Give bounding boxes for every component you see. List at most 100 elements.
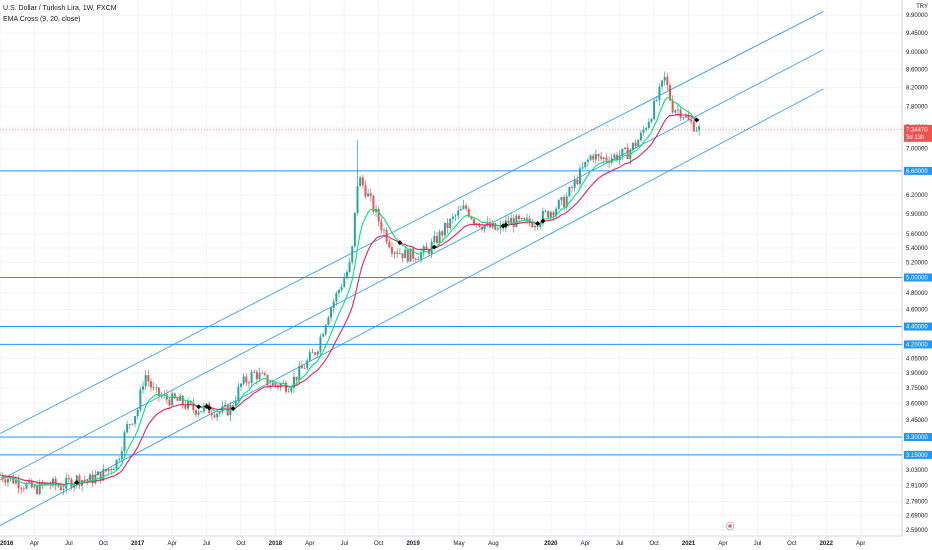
candle-body (655, 100, 658, 102)
price-tick-label: 5.40000 (906, 246, 928, 252)
price-tick-label: 2.91000 (906, 483, 928, 489)
level-price-label: 3.30000 (906, 435, 928, 441)
candle-body (340, 286, 343, 291)
candle-body (343, 278, 346, 287)
candle-body (176, 398, 179, 401)
candle-body (327, 317, 330, 325)
candle-body (332, 301, 335, 308)
candle-body (160, 395, 163, 397)
candle-body (443, 222, 446, 236)
time-tick-label: 2018 (269, 541, 283, 547)
time-tick-label: 2021 (682, 541, 696, 547)
candle-body (486, 221, 489, 225)
candle-body (634, 142, 637, 146)
candle-body (658, 86, 661, 101)
candle-body (128, 424, 131, 425)
candle-body (430, 241, 433, 254)
candle-body (216, 413, 219, 418)
candle-body (698, 126, 701, 131)
candle-body (470, 216, 473, 219)
candle-body (441, 231, 444, 236)
candle-body (372, 195, 375, 212)
candle-body (499, 224, 502, 229)
candle-body (507, 220, 510, 223)
candle-body (663, 77, 666, 81)
candle-body (547, 210, 550, 218)
candle-body (285, 382, 288, 392)
candle-body (518, 215, 521, 219)
candle-body (102, 469, 105, 481)
candle-body (147, 375, 150, 382)
candle-body (210, 413, 213, 416)
candle-body (435, 235, 438, 244)
candle-body (181, 395, 184, 405)
indicator-label: EMA Cross (9, 20, close) (3, 16, 81, 23)
candle-body (605, 157, 608, 161)
candle-body (229, 405, 232, 416)
candle-body (483, 224, 486, 230)
candle-body (348, 262, 351, 272)
time-tick-label: Oct (99, 541, 109, 547)
candle-body (396, 252, 399, 254)
candle-body (83, 480, 86, 481)
candle-body (345, 271, 348, 279)
time-tick-label: Apr (581, 541, 590, 547)
candle-body (17, 480, 20, 489)
candle-body (367, 193, 370, 197)
channel-line (0, 10, 824, 434)
candle-body (57, 485, 60, 487)
level-price-tag (904, 433, 932, 442)
candle-body (218, 412, 221, 414)
price-tick-label: 3.03000 (906, 468, 928, 474)
price-tick-label: 4.80000 (906, 291, 928, 297)
candle-body (89, 474, 92, 481)
candle-body (4, 479, 7, 483)
candle-body (308, 352, 311, 361)
candle-body (616, 154, 619, 161)
candle-body (86, 480, 89, 481)
candle-body (12, 476, 15, 484)
candle-body (661, 80, 664, 87)
candle-body (578, 168, 581, 185)
time-tick-label: Oct (649, 541, 659, 547)
candle-body (512, 218, 515, 227)
candle-body (626, 147, 629, 160)
level-price-label: 5.00000 (906, 275, 928, 281)
candle-body (401, 253, 404, 259)
candle-body (531, 222, 534, 228)
candle-body (1, 475, 4, 480)
candle-body (245, 376, 248, 383)
candle-body (298, 365, 301, 381)
time-tick-label: Apr (167, 541, 176, 547)
candle-body (467, 208, 470, 217)
ema-cross-marker (196, 404, 202, 410)
candle-body (690, 119, 693, 122)
candle-body (412, 248, 415, 259)
candle-body (171, 393, 174, 406)
candle-body (51, 478, 54, 486)
candle-body (417, 259, 420, 261)
price-tick-label: 6.20000 (906, 193, 928, 199)
candle-body (510, 218, 513, 223)
candle-body (14, 480, 17, 484)
level-price-tag (904, 450, 932, 459)
price-tick-label: 3.60000 (906, 402, 928, 408)
time-tick-label: Jul (340, 541, 348, 547)
candle-body (631, 142, 634, 150)
time-axis-bg (0, 536, 932, 550)
ema-cross-marker (397, 240, 403, 246)
candle-body (692, 121, 695, 132)
horizontal-levels (0, 129, 902, 456)
level-price-label: 3.15000 (906, 453, 928, 459)
ema-cross-marker (503, 222, 509, 228)
candle-body (142, 386, 145, 390)
ema-cross-marker (206, 405, 212, 411)
candle-body (390, 247, 393, 254)
candle-body (682, 117, 685, 119)
time-tick-label: Apr (30, 541, 39, 547)
candle-body (118, 459, 121, 460)
candle-body (669, 85, 672, 101)
candle-body (526, 218, 529, 220)
